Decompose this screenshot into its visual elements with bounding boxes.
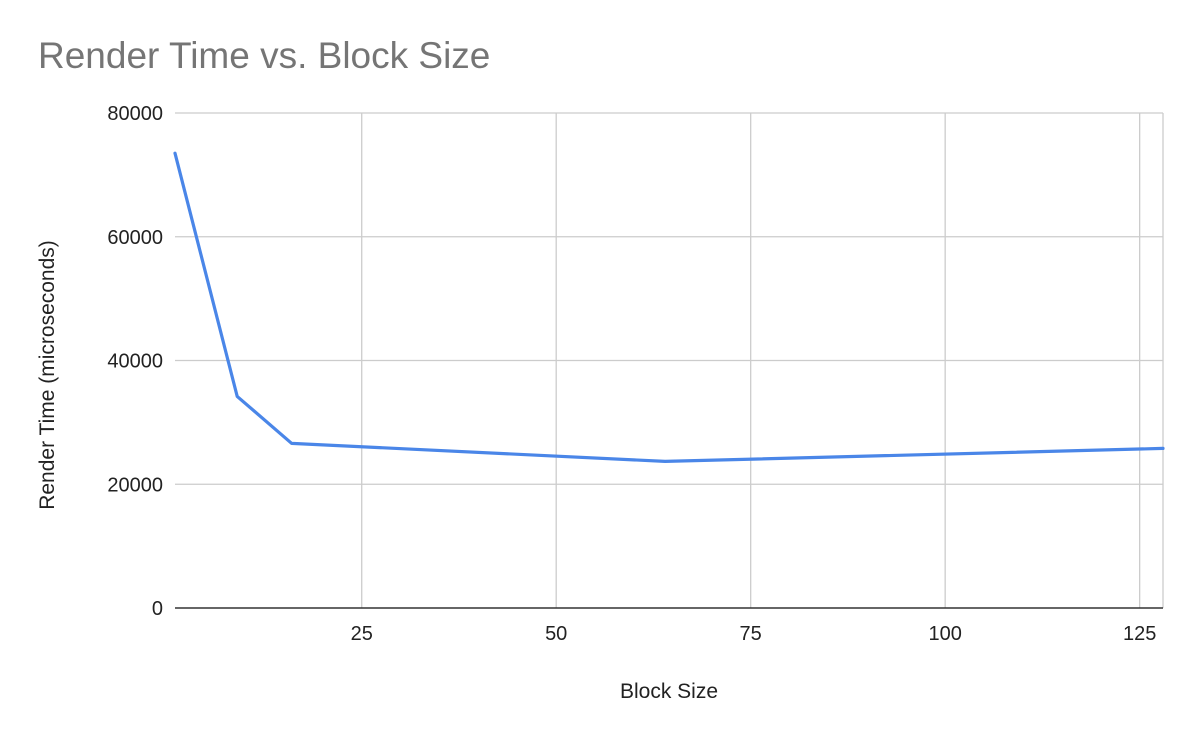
series-line-0 [173, 151, 1165, 463]
y-axis-label: Render Time (microseconds) [36, 240, 59, 510]
data-point [1161, 447, 1164, 450]
data-point [664, 460, 667, 463]
x-axis-ticks: 25 50 75 100 125 [351, 623, 1157, 645]
y-axis-ticks: 0 20000 40000 60000 80000 [107, 103, 163, 620]
data-point [236, 395, 239, 398]
y-tick-label: 60000 [107, 227, 163, 249]
x-tick-label: 125 [1123, 623, 1156, 645]
x-tick-label: 100 [928, 623, 961, 645]
data-point [290, 442, 293, 445]
y-tick-label: 0 [152, 598, 163, 620]
y-tick-label: 80000 [107, 103, 163, 125]
y-gridlines [175, 112, 1163, 485]
x-gridlines [361, 113, 1164, 608]
x-axis-label: Block Size [620, 680, 718, 703]
chart-title: Render Time vs. Block Size [38, 35, 490, 76]
x-tick-label: 25 [351, 623, 373, 645]
x-tick-label: 75 [740, 623, 762, 645]
data-point [173, 152, 176, 155]
y-tick-label: 40000 [107, 351, 163, 373]
y-tick-label: 20000 [107, 474, 163, 496]
series-group [173, 151, 1165, 463]
x-tick-label: 50 [545, 623, 567, 645]
